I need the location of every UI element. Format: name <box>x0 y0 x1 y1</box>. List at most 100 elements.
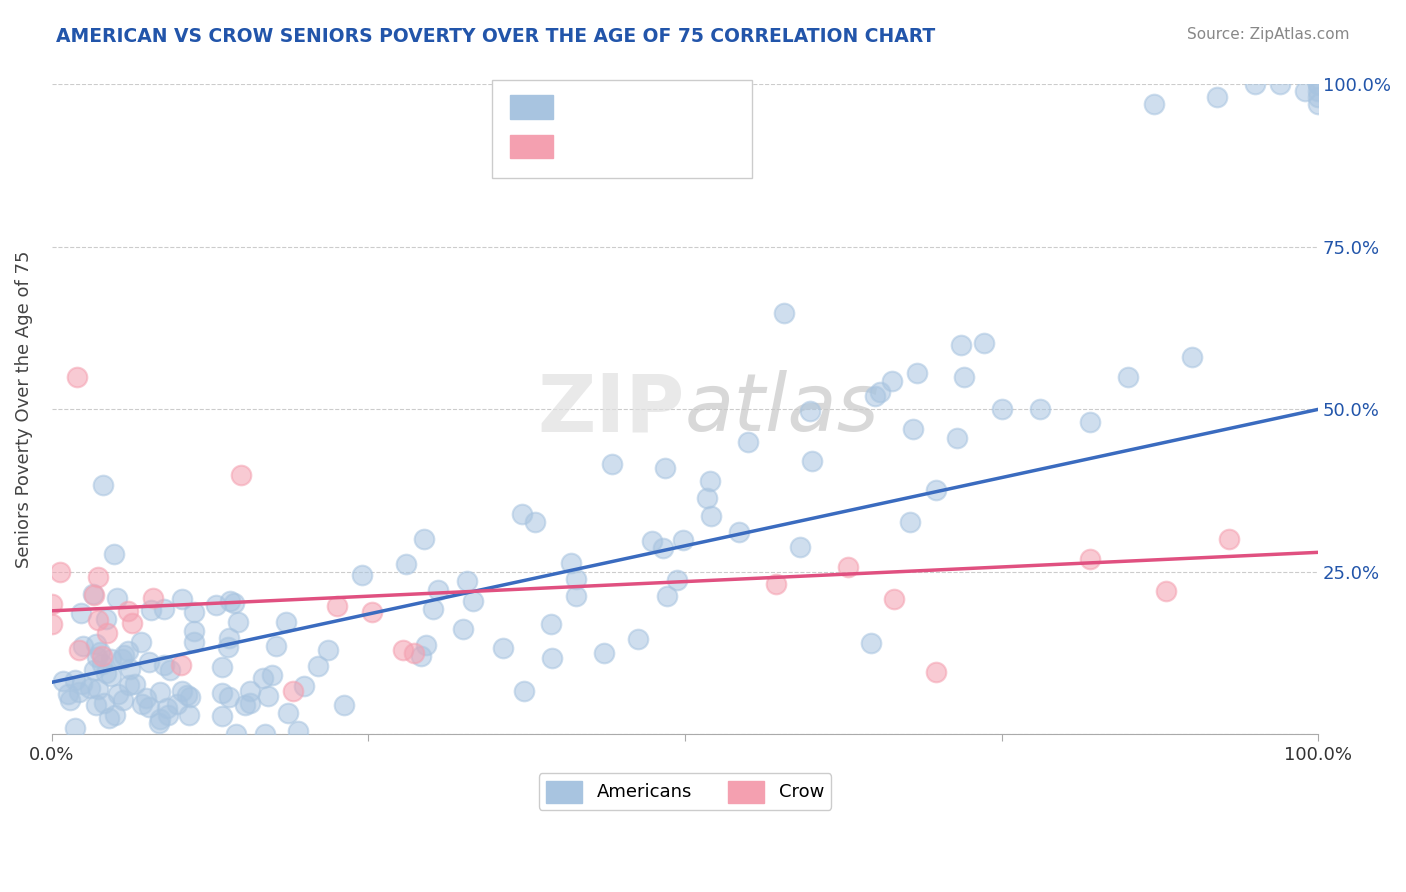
Point <box>655 590 678 604</box>
Point <box>973 336 995 351</box>
Point <box>83 588 105 602</box>
Point <box>905 366 928 380</box>
Point <box>256 689 278 703</box>
Point <box>665 574 688 588</box>
Point <box>52 674 75 689</box>
Point <box>179 690 201 704</box>
Point <box>773 306 796 320</box>
Point <box>86 682 108 697</box>
Point <box>427 582 450 597</box>
Point <box>67 685 90 699</box>
Point <box>107 687 129 701</box>
Point <box>1295 84 1317 98</box>
Point <box>225 727 247 741</box>
Point <box>69 606 91 620</box>
Text: 149: 149 <box>676 98 710 116</box>
Point <box>93 697 115 711</box>
Point <box>170 658 193 673</box>
Point <box>156 701 179 715</box>
Point <box>765 576 787 591</box>
Point <box>91 478 114 492</box>
Point <box>84 698 107 712</box>
Point <box>72 639 94 653</box>
Text: N =: N = <box>643 98 682 116</box>
Point <box>1116 370 1139 384</box>
Point <box>540 650 562 665</box>
Point <box>91 649 114 664</box>
Point <box>87 570 110 584</box>
Point <box>94 665 117 680</box>
Point <box>253 727 276 741</box>
Point <box>952 370 974 384</box>
Point <box>654 461 676 475</box>
Point <box>925 665 948 679</box>
Point <box>863 389 886 403</box>
Point <box>699 474 721 488</box>
Point <box>737 434 759 449</box>
Point <box>41 597 63 611</box>
Point <box>869 385 891 400</box>
Point <box>135 690 157 705</box>
Point <box>104 707 127 722</box>
Point <box>211 685 233 699</box>
Point <box>392 643 415 657</box>
Point <box>1308 78 1330 92</box>
Point <box>560 556 582 570</box>
Point <box>86 637 108 651</box>
Point <box>183 635 205 649</box>
Text: ZIP: ZIP <box>537 370 685 449</box>
Point <box>1078 551 1101 566</box>
Point <box>1218 533 1240 547</box>
Point <box>799 404 821 418</box>
Point <box>204 598 226 612</box>
Point <box>118 678 141 692</box>
Point <box>837 560 859 574</box>
Point <box>277 706 299 720</box>
Point <box>222 596 245 610</box>
Point <box>118 662 141 676</box>
Point <box>86 650 108 665</box>
Point <box>239 696 262 710</box>
Point <box>156 708 179 723</box>
Point <box>172 683 194 698</box>
Point <box>211 660 233 674</box>
Point <box>281 683 304 698</box>
Point <box>696 491 718 506</box>
Point <box>63 721 86 735</box>
Point <box>148 713 170 727</box>
Point <box>882 375 904 389</box>
Point <box>83 663 105 677</box>
Point <box>415 638 437 652</box>
Point <box>789 540 811 554</box>
Point <box>360 605 382 619</box>
Point <box>170 592 193 607</box>
Point <box>239 683 262 698</box>
Point <box>510 507 533 521</box>
Point <box>1078 416 1101 430</box>
Point <box>67 642 90 657</box>
Point <box>142 591 165 605</box>
Point <box>451 623 474 637</box>
Point <box>183 606 205 620</box>
Point <box>141 603 163 617</box>
Point <box>166 697 188 711</box>
Point <box>699 509 721 524</box>
Point <box>456 574 478 589</box>
Point <box>266 639 288 653</box>
Point <box>111 692 134 706</box>
Point <box>117 604 139 618</box>
Point <box>218 632 240 646</box>
Text: R =: R = <box>561 137 600 155</box>
Point <box>112 648 135 662</box>
Point <box>49 565 72 579</box>
Y-axis label: Seniors Poverty Over the Age of 75: Seniors Poverty Over the Age of 75 <box>15 251 32 568</box>
Point <box>63 673 86 688</box>
Point <box>56 688 79 702</box>
Point <box>217 640 239 654</box>
Point <box>66 370 89 384</box>
Point <box>1180 351 1202 365</box>
Point <box>524 515 547 529</box>
Point <box>395 557 418 571</box>
Point <box>512 683 534 698</box>
Point <box>1268 78 1291 92</box>
